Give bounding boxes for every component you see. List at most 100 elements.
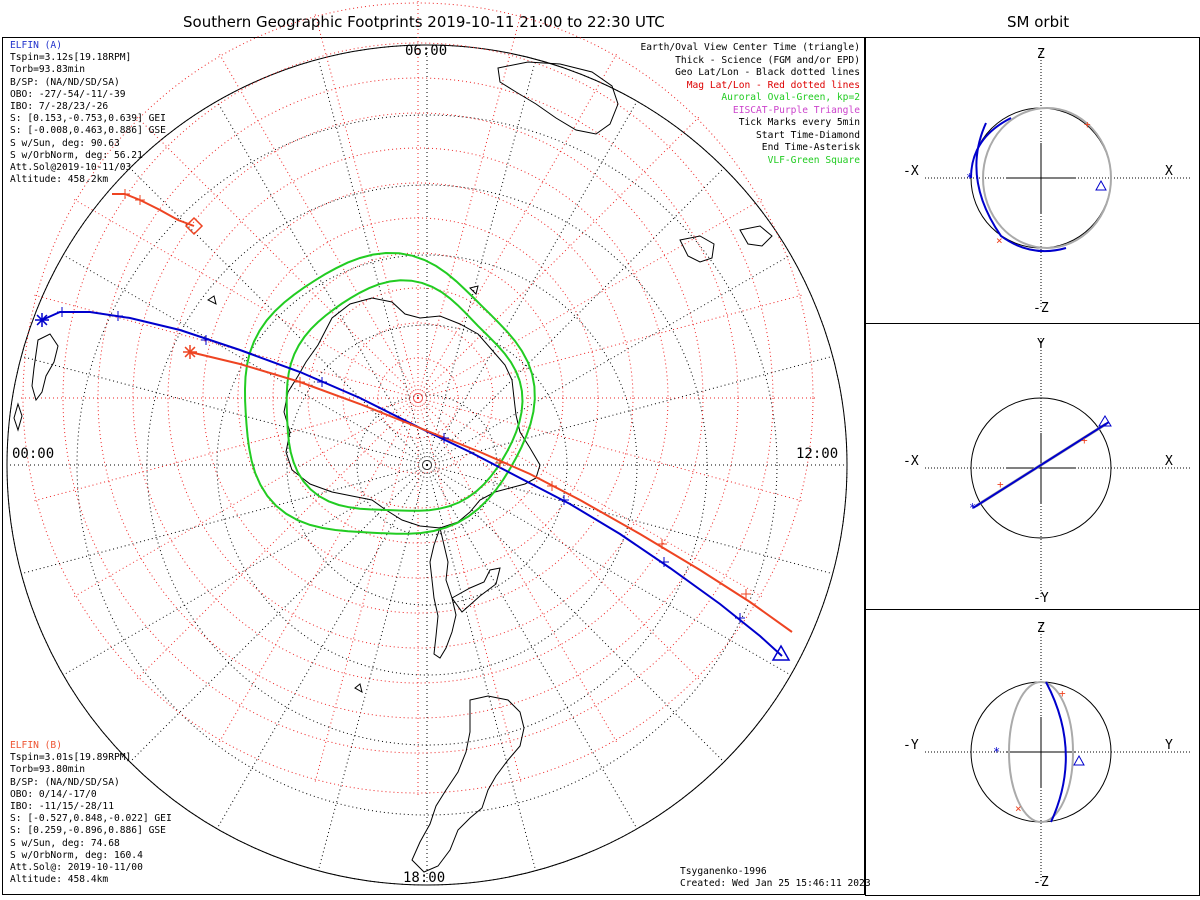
elfin-a-header: ELFIN (A) <box>10 40 62 51</box>
elfin-a-line: Tspin=3.12s[19.18RPM] <box>10 52 132 64</box>
sm-orbit-plots: Z -Z -X X Y -Y -X X Z -Z -Y Y * + × * + + * + × <box>903 47 1190 890</box>
geo-lat-circle <box>76 114 778 816</box>
mag-lat-circle <box>167 147 669 649</box>
elfin-b-line: S: [-0.527,0.848,-0.022] GEI <box>10 813 172 825</box>
orbit-path-a <box>1045 681 1067 823</box>
mag-lon-line <box>417 51 619 399</box>
elfin-a-line: S w/Sun, deg: 90.63 <box>10 137 120 149</box>
view-center-triangle <box>771 644 791 661</box>
geo-lon-line <box>426 464 791 676</box>
mag-lat-circle <box>342 322 494 474</box>
australia-coastline <box>497 61 619 135</box>
dial-label-top: 06:00 <box>405 43 448 59</box>
created-label: Created: Wed Jan 25 15:46:11 2023 <box>680 878 871 890</box>
elfin-b-line: Att.Sol@: 2019-10-11/00 <box>10 862 143 874</box>
elfin-a-end-asterisk <box>36 314 48 326</box>
legend-item: EISCAT-Purple Triangle <box>732 104 860 116</box>
elfin-a-line: Altitude: 458.2km <box>10 174 109 186</box>
orbit-axis-label-top: Y <box>1037 337 1045 352</box>
orbit-axis-label-left: -Y <box>903 738 919 753</box>
orbit-tick: × <box>996 234 1003 247</box>
orbit-axis-label-right: X <box>1165 164 1173 179</box>
legend-item: Auroral Oval-Green, kp=2 <box>721 92 860 103</box>
orbit-axis-label-left: -X <box>903 164 919 179</box>
elfin-b-track-early <box>112 193 195 227</box>
mag-lat-circle <box>202 182 634 614</box>
elfin-b-line: Tspin=3.01s[19.89RPM] <box>10 752 132 764</box>
elfin-b-line: Altitude: 458.4km <box>10 874 109 886</box>
geo-lon-line <box>63 464 428 676</box>
legend-item: Geo Lat/Lon - Black dotted lines <box>675 67 860 78</box>
orbit-tick: + <box>1059 687 1066 700</box>
legend: Earth/Oval View Center Time (triangle) T… <box>641 42 861 167</box>
geo-lat-circle <box>6 44 848 886</box>
orbit-path-a-start <box>970 117 1012 179</box>
elfin-b-end-asterisk <box>184 346 196 358</box>
elfin-a-line: OBO: -27/-54/-11/-39 <box>10 88 126 100</box>
mag-lon-line <box>417 293 805 399</box>
orbit-marker-asterisk: * <box>969 501 976 515</box>
orbit-path-a <box>975 122 1067 253</box>
orbit-marker-asterisk: * <box>993 745 1000 759</box>
main-title: Southern Geographic Footprints 2019-10-1… <box>183 13 665 31</box>
map-panel-frame <box>2 37 865 895</box>
elfin-b-line: OBO: 0/14/-17/0 <box>10 788 97 800</box>
orbit-marker-triangle <box>1095 179 1107 191</box>
orbit-axis-label-bottom: -Z <box>1033 875 1049 890</box>
orbit-axis-label-top: Z <box>1037 47 1045 62</box>
legend-item: Start Time-Diamond <box>756 129 860 141</box>
mag-lon-line <box>417 114 702 399</box>
mag-lon-line <box>134 114 419 399</box>
elfin-a-line: Att.Sol@2019-10-11/03 <box>10 162 132 174</box>
mag-lon-line <box>31 397 419 503</box>
orbit-marker-asterisk: * <box>966 171 973 185</box>
orbit-tick: + <box>997 478 1004 491</box>
elfin-a-line: B/SP: (NA/ND/SD/SA) <box>10 76 120 88</box>
mag-lon-line <box>134 397 419 682</box>
orbit-path-a <box>972 421 1110 509</box>
elfin-b-header: ELFIN (B) <box>10 740 62 751</box>
mag-lon-line <box>71 397 419 599</box>
elfin-b-info: ELFIN (B) Tspin=3.01s[19.89RPM] Torb=93.… <box>10 740 172 886</box>
orbit-marker-triangle <box>1098 415 1112 427</box>
antarctica-coastline <box>283 297 541 529</box>
elfin-b-line: S w/OrbNorm, deg: 160.4 <box>10 849 143 861</box>
auroral-oval-inner <box>285 279 524 512</box>
south-america-coastline <box>429 526 501 659</box>
side-title: SM orbit <box>1007 13 1070 31</box>
madagascar-coastline <box>13 333 59 432</box>
mag-lon-line <box>417 11 523 399</box>
orbit-marker-triangle <box>1073 754 1085 766</box>
island-coastline <box>207 285 479 694</box>
mag-lon-line <box>71 197 419 399</box>
earth-circle <box>970 397 1112 539</box>
auroral-oval-outer <box>243 251 536 535</box>
elfin-a-line: IBO: 7/-28/23/-26 <box>10 101 109 113</box>
dial-label-right: 12:00 <box>796 446 839 462</box>
geo-lon-line <box>216 101 428 466</box>
dial-label-bottom: 18:00 <box>403 870 446 886</box>
orbit-tick: + <box>1081 434 1088 447</box>
legend-item: VLF-Green Square <box>767 154 860 166</box>
orbit-tick: × <box>1015 802 1022 815</box>
elfin-b-line: Torb=93.80min <box>10 764 86 776</box>
elfin-b-line: IBO: -11/15/-28/11 <box>10 801 114 813</box>
elfin-a-line: S: [-0.008,0.463,0.886] GSE <box>10 125 166 137</box>
dial-label-left: 00:00 <box>12 446 55 462</box>
orbit-axis-label-left: -X <box>903 454 919 469</box>
elfin-a-line: Torb=93.83min <box>10 64 86 76</box>
footer-note: Tsyganenko-1996 Created: Wed Jan 25 15:4… <box>680 866 871 890</box>
legend-item: Earth/Oval View Center Time (triangle) <box>640 42 861 53</box>
elfin-a-line: S: [0.153,-0.753,0.639] GEI <box>10 113 166 125</box>
geo-lat-circle <box>216 254 638 676</box>
elfin-a-line: S w/OrbNorm, deg: 56.21 <box>10 149 143 161</box>
mag-lat-circle <box>22 2 814 794</box>
elfin-b-line: S: [0.259,-0.896,0.886] GSE <box>10 825 166 837</box>
elfin-b-line: S w/Sun, deg: 74.68 <box>10 837 120 849</box>
elfin-a-track <box>41 311 783 657</box>
model-label: Tsyganenko-1996 <box>680 866 767 877</box>
mag-lon-line <box>417 397 702 682</box>
new-zealand-coastline <box>679 225 773 263</box>
elfin-a-info: ELFIN (A) Tspin=3.12s[19.18RPM] Torb=93.… <box>10 40 166 186</box>
mag-lon-line <box>417 197 765 399</box>
